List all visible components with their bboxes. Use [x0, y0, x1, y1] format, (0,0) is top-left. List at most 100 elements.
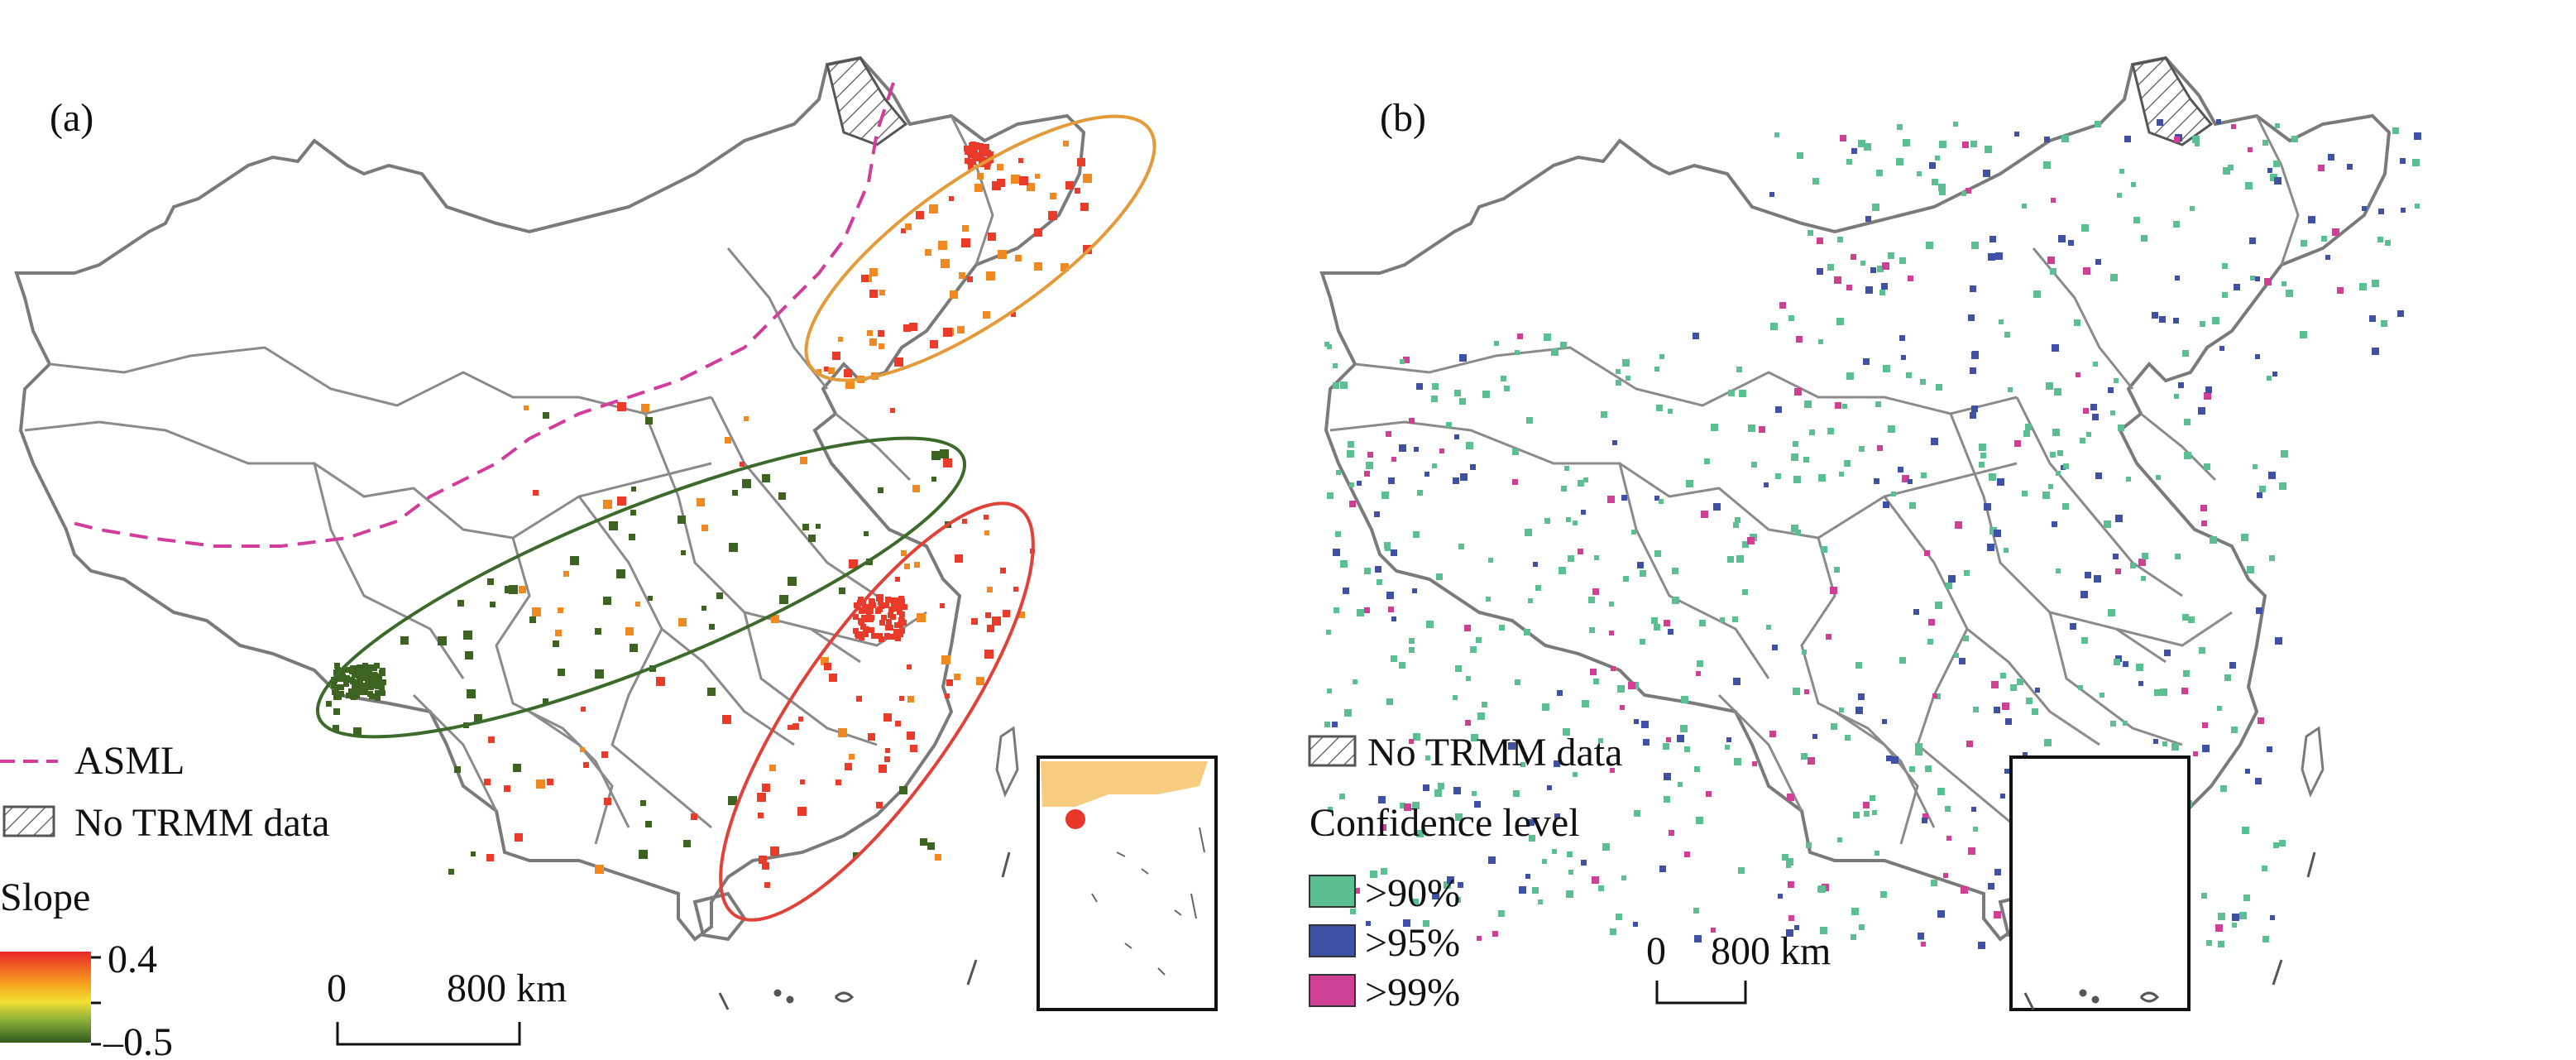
confidence-pixel: [1654, 367, 1659, 372]
confidence-pixel: [2047, 257, 2055, 264]
confidence-pixel: [1349, 482, 1354, 487]
slope-pixel: [949, 196, 954, 201]
confidence-pixel: [1851, 148, 1857, 154]
confidence-pixel: [1466, 442, 1473, 449]
confidence-pixel: [1388, 477, 1395, 484]
confidence-pixel: [1797, 152, 1803, 159]
confidence-pixel: [1987, 544, 1994, 551]
confidence-pixel: [2332, 228, 2339, 236]
slope-pixel: [367, 682, 373, 688]
slope-pixel: [816, 524, 821, 529]
confidence-legend-title: Confidence level: [1310, 801, 1580, 845]
no-data-hatch-area-b: [2131, 56, 2214, 146]
confidence-pixel: [1592, 588, 1599, 595]
confidence-pixel: [2124, 136, 2131, 142]
confidence-pixel: [1999, 319, 2004, 324]
panel-b-label: (b): [1380, 96, 1426, 140]
confidence-pixel: [1620, 705, 1625, 710]
confidence-pixel: [1694, 766, 1700, 772]
slope-pixels-a: [326, 141, 1092, 888]
confidence-pixel: [2100, 693, 2104, 698]
slope-pixel: [863, 631, 869, 637]
slope-pixel: [629, 534, 635, 540]
slope-pixel: [984, 164, 990, 170]
confidence-pixel: [1742, 541, 1749, 548]
confidence-pixel: [2138, 559, 2146, 566]
slope-pixel: [888, 625, 893, 631]
confidence-pixel: [2301, 240, 2307, 247]
confidence-pixel: [1726, 737, 1731, 742]
confidence-pixel: [1472, 791, 1477, 796]
slope-pixel: [349, 669, 355, 674]
slope-pixel: [1027, 183, 1035, 191]
confidence-pixel: [1711, 928, 1716, 933]
confidence-pixel: [1772, 645, 1778, 650]
slope-pixel: [1034, 262, 1042, 271]
slope-pixel: [762, 474, 770, 482]
confidence-pixel: [1598, 885, 1604, 891]
confidence-pixel: [1827, 428, 1834, 434]
slope-pixel: [709, 624, 715, 630]
confidence-pixel: [1899, 257, 1906, 264]
confidence-pixel: [1793, 688, 1800, 695]
confidence-pixel: [2279, 840, 2286, 847]
confidence-pixel: [1855, 662, 1862, 669]
confidence-pixel: [1738, 867, 1745, 874]
confidence-pixel: [1559, 567, 1566, 574]
confidence-pixel: [2118, 424, 2124, 431]
confidence-pixel: [2232, 923, 2237, 928]
confidence-pixel: [1659, 354, 1664, 359]
confidence-pixel: [2255, 276, 2260, 281]
confidence-pixel: [1902, 475, 1909, 482]
confidence-pixel: [1447, 876, 1454, 884]
confidence-pixel: [1804, 689, 1809, 694]
confidence-pixel: [1350, 909, 1356, 914]
ellipse-central: [315, 436, 967, 739]
confidence-pixel: [1512, 479, 1518, 485]
confidence-pixel: [1733, 678, 1740, 685]
confidence-pixel: [1989, 236, 1996, 242]
confidence-pixel: [1891, 492, 1896, 496]
confidence-pixel: [2268, 472, 2276, 479]
slope-pixel: [1080, 203, 1089, 211]
slope-pixel: [471, 851, 476, 856]
confidence-pixel: [1725, 745, 1730, 750]
confidence-pixel: [2183, 670, 2190, 677]
slope-pixel: [876, 802, 883, 808]
confidence-pixel: [1482, 702, 1487, 707]
slope-pixel: [645, 417, 653, 424]
confidence-pixel: [1538, 899, 1543, 904]
confidence-pixel: [1616, 914, 1622, 920]
confidence-pixel: [1821, 546, 1827, 553]
confidence-pixel: [2222, 263, 2228, 269]
confidence-pixel: [2337, 287, 2344, 294]
slope-pixel: [961, 238, 970, 247]
confidence-pixel: [1853, 812, 1860, 818]
confidence-pixel: [1425, 755, 1430, 760]
confidence-pixel: [1801, 753, 1808, 760]
confidence-pixel: [1926, 242, 1933, 249]
slope-pixel: [757, 793, 766, 802]
slope-pixel: [879, 603, 884, 609]
confidence-pixel: [1399, 662, 1405, 669]
confidence-pixel: [1512, 448, 1519, 455]
confidence-pixel: [1668, 629, 1673, 635]
confidence-pixel: [2242, 827, 2249, 834]
panel-a-label: (a): [50, 96, 93, 140]
confidence-pixel: [1391, 549, 1397, 556]
slope-pixel: [863, 607, 869, 612]
confidence-pixel: [1552, 849, 1557, 854]
confidence-pixel: [2192, 136, 2200, 143]
confidence-pixel: [1913, 609, 1919, 615]
confidence-pixel: [1602, 843, 1610, 851]
confidence-pixel: [1988, 883, 1994, 890]
confidence-pixel: [1786, 858, 1793, 866]
confidence-pixel: [2123, 661, 2128, 667]
confidence-pixel: [2267, 376, 2272, 381]
legend-a: ASML No TRMM data Slope 0.4 –0.5: [0, 739, 329, 1060]
confidence-pixel: [1920, 379, 1926, 385]
confidence-pixel: [1643, 739, 1650, 746]
confidence-pixel: [1340, 381, 1348, 389]
slope-pixel: [853, 614, 859, 620]
confidence-pixel: [1932, 693, 1937, 698]
